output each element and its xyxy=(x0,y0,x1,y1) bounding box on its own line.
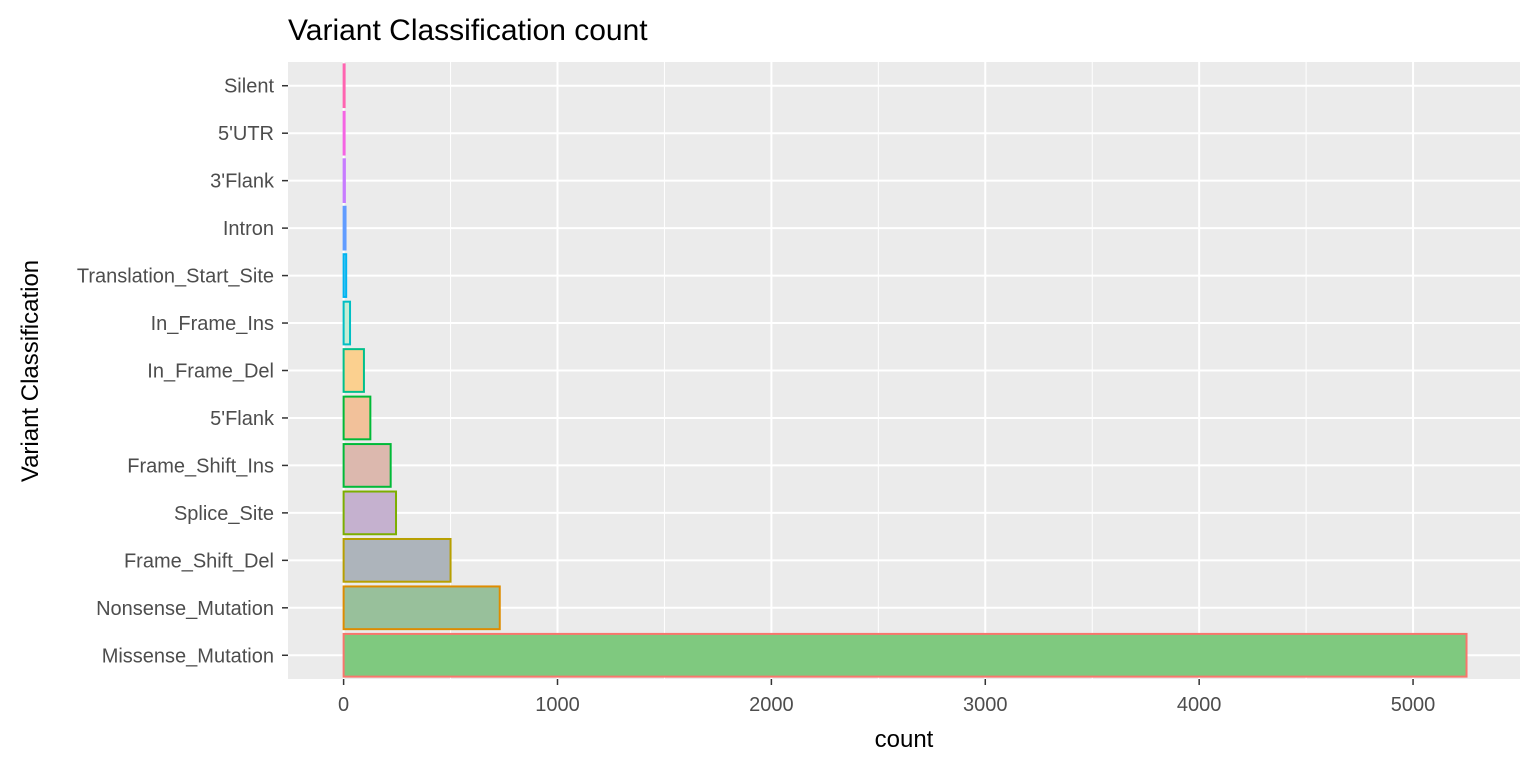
bar-missense-mutation xyxy=(342,632,1468,678)
bar-in-frame-del xyxy=(342,348,365,393)
bar-3-flank xyxy=(342,158,346,204)
x-tick-label: 0 xyxy=(338,694,349,716)
x-tick-label: 4000 xyxy=(1177,694,1222,716)
bar-intron xyxy=(342,205,347,251)
y-tick-label: Frame_Shift_Del xyxy=(124,550,274,572)
y-tick-label: Silent xyxy=(224,76,274,98)
y-tick-label: In_Frame_Del xyxy=(147,361,274,383)
bar-in-frame-ins xyxy=(342,300,352,346)
bar-silent xyxy=(342,63,346,109)
x-tick-label: 2000 xyxy=(749,694,794,716)
y-tick-label: 5'Flank xyxy=(210,408,275,430)
y-tick-label: Intron xyxy=(223,218,274,240)
y-tick-label: 3'Flank xyxy=(210,171,275,193)
x-tick-label: 3000 xyxy=(963,694,1008,716)
bar-frame-shift-del xyxy=(342,537,452,583)
y-tick-label: In_Frame_Ins xyxy=(151,313,274,335)
grid-lines xyxy=(288,62,1520,679)
y-tick-label: Missense_Mutation xyxy=(102,645,274,667)
y-axis-title: Variant Classification xyxy=(17,260,44,482)
y-axis-ticks: Missense_Mutation Nonsense_Mutation Frame_… xyxy=(77,76,288,667)
chart-title: Variant Classification count xyxy=(288,14,648,47)
y-tick-label: Nonsense_Mutation xyxy=(96,598,274,620)
x-tick-label: 5000 xyxy=(1391,694,1436,716)
x-axis-ticks: 0 1000 2000 3000 4000 5000 xyxy=(338,679,1435,716)
x-tick-label: 1000 xyxy=(535,694,580,716)
bar-frame-shift-ins xyxy=(342,443,392,488)
bars xyxy=(342,63,1468,678)
y-tick-label: Translation_Start_Site xyxy=(77,266,274,288)
x-axis-title: count xyxy=(875,726,934,753)
bar-5-utr xyxy=(342,110,346,156)
y-tick-label: Splice_Site xyxy=(174,503,274,525)
bar-nonsense-mutation xyxy=(342,585,501,631)
bar-5-flank xyxy=(342,395,372,441)
y-tick-label: Frame_Shift_Ins xyxy=(127,455,274,477)
y-tick-label: 5'UTR xyxy=(218,123,274,145)
bar-splice-site xyxy=(342,490,398,536)
bar-translation-start-site xyxy=(342,253,348,298)
